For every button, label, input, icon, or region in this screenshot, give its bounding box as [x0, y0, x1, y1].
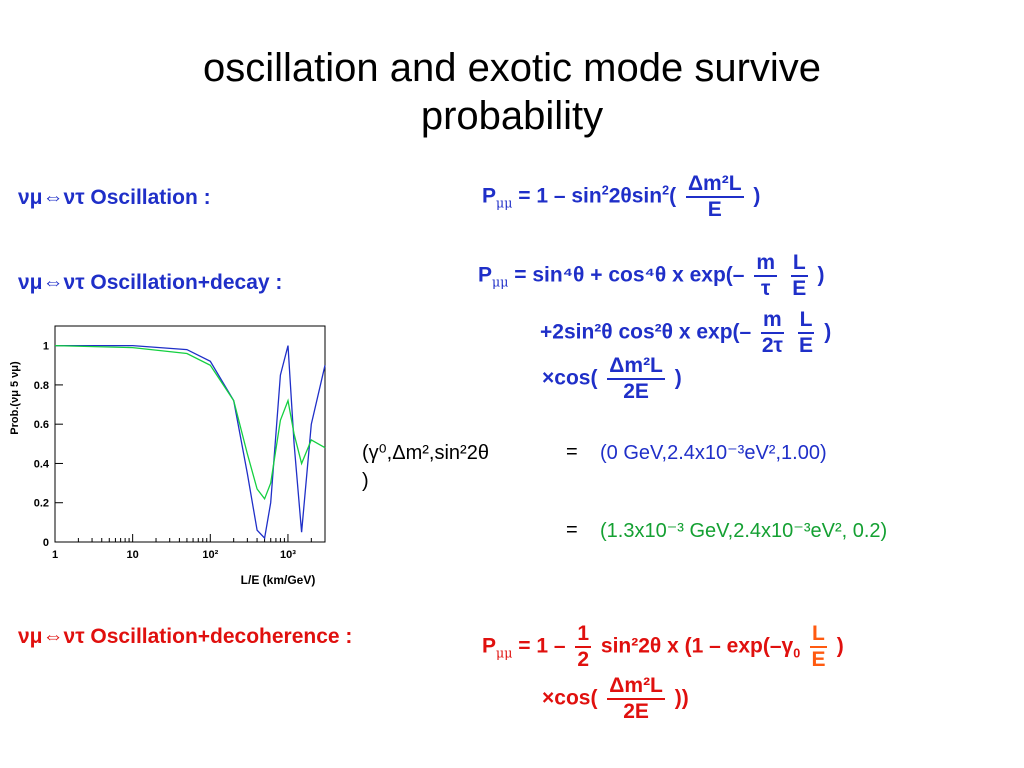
params-eq1: = — [566, 441, 578, 463]
oscillation-decay-label: νμ⇔ντ Oscillation+decay : — [18, 271, 283, 294]
formula-text: = sin⁴θ + cos⁴θ x exp(– — [514, 263, 745, 287]
p-symbol: P — [482, 634, 497, 658]
formula-text: ) — [753, 184, 761, 208]
formula-text: ×cos( — [542, 686, 598, 710]
formula-text: = 1 – sin — [518, 184, 602, 208]
fraction-denominator: 2E — [623, 700, 649, 723]
y-tick-label: 1 — [43, 341, 49, 353]
fraction: m 2τ — [761, 308, 784, 358]
fraction-numerator: Δm²L — [685, 172, 744, 198]
y-tick-label: 0.8 — [34, 380, 49, 392]
formula-text: sin²2θ x (1 – exp(–γ — [600, 634, 794, 658]
formula-text: ) — [836, 634, 844, 658]
fraction-denominator: 2 — [577, 648, 590, 671]
fraction-numerator: Δm²L — [607, 354, 665, 380]
fraction-denominator: 2τ — [761, 334, 783, 357]
fraction-denominator: τ — [760, 277, 771, 300]
fraction-denominator: E — [811, 648, 826, 671]
fraction-denominator: E — [792, 277, 807, 300]
oscillation-decoherence-label: νμ⇔ντ Oscillation+decoherence : — [18, 625, 353, 648]
x-tick-label: 1 — [52, 549, 58, 561]
x-axis: 1 10 10² 10³ — [52, 534, 326, 561]
y-axis-label: Prob.(νμ 5 νμ) — [9, 361, 21, 435]
formula-text: 2θsin — [608, 184, 663, 208]
formula-text: ) — [824, 320, 832, 344]
y-tick-label: 0.6 — [34, 419, 49, 431]
formula-text: +2sin²θ cos²θ x exp(– — [540, 320, 752, 344]
formula-text: )) — [674, 686, 689, 710]
params-eq2: = — [566, 519, 578, 541]
title-line1: oscillation and exotic mode survive — [202, 46, 822, 90]
x-tick-label: 10² — [202, 549, 218, 561]
series-line-2 — [54, 344, 326, 501]
oscillation-label: νμ⇔ντ Oscillation : — [18, 186, 211, 209]
probability-chart: 0 0.2 0.4 0.6 0.8 1 1 10 10² 10³ L/E (km/GeV) Pr… — [9, 325, 326, 587]
series-group — [54, 344, 326, 540]
fraction-numerator: 1 — [575, 622, 592, 648]
p-symbol: P — [482, 184, 497, 208]
params-value-2: (1.3x10⁻³ GeV,2.4x10⁻³eV², 0.2) — [600, 520, 888, 542]
fraction-numerator: L — [790, 251, 808, 277]
fraction: Δm²L E — [685, 172, 744, 222]
y-tick-label: 0.2 — [34, 498, 49, 510]
page-title: oscillation and exotic mode survive prob… — [0, 44, 1024, 140]
x-tick-label: 10³ — [280, 549, 296, 561]
params-label-line1: (γ⁰,Δm²,sin²2θ — [362, 442, 489, 464]
plot-frame — [54, 325, 326, 543]
oscillation-formula: Pμμ = 1 – sin22θsin2( Δm²L E ) — [482, 172, 761, 222]
y-tick-label: 0 — [43, 537, 49, 549]
fraction: Δm²L 2E — [607, 354, 665, 404]
params-label-line2: ) — [362, 470, 369, 492]
p-subscript: μμ — [496, 195, 513, 211]
fraction-numerator: m — [754, 251, 778, 277]
decay-formula-line3: ×cos( Δm²L 2E ) — [542, 354, 682, 404]
params-value-1: (0 GeV,2.4x10⁻³eV²,1.00) — [600, 442, 827, 464]
y-tick-label: 0.4 — [34, 458, 50, 470]
p-symbol: P — [478, 263, 493, 287]
fraction-denominator: E — [707, 198, 722, 221]
x-axis-label: L/E (km/GeV) — [241, 573, 316, 587]
formula-text: ( — [669, 184, 677, 208]
decoherence-formula-line2: ×cos( Δm²L 2E )) — [542, 674, 689, 724]
title-line2: probability — [420, 94, 604, 138]
formula-text: ) — [817, 263, 825, 287]
formula-text: ×cos( — [542, 366, 598, 390]
fraction-numerator: Δm²L — [607, 674, 665, 700]
formula-text: = 1 – — [518, 634, 566, 658]
fraction-numerator: m — [761, 308, 784, 334]
y-axis: 0 0.2 0.4 0.6 0.8 1 — [34, 341, 63, 549]
fraction-numerator: L — [797, 308, 815, 334]
gamma-subscript: 0 — [793, 646, 801, 661]
series-line-1 — [55, 344, 326, 540]
fraction: Δm²L 2E — [607, 674, 665, 724]
fraction-numerator: L — [810, 622, 827, 648]
formula-text: ) — [674, 366, 682, 390]
x-tick-label: 10 — [127, 549, 139, 561]
fraction-denominator: 2E — [623, 380, 649, 403]
p-subscript: μμ — [492, 274, 509, 290]
fraction-denominator: E — [798, 334, 813, 357]
p-subscript: μμ — [496, 645, 513, 661]
